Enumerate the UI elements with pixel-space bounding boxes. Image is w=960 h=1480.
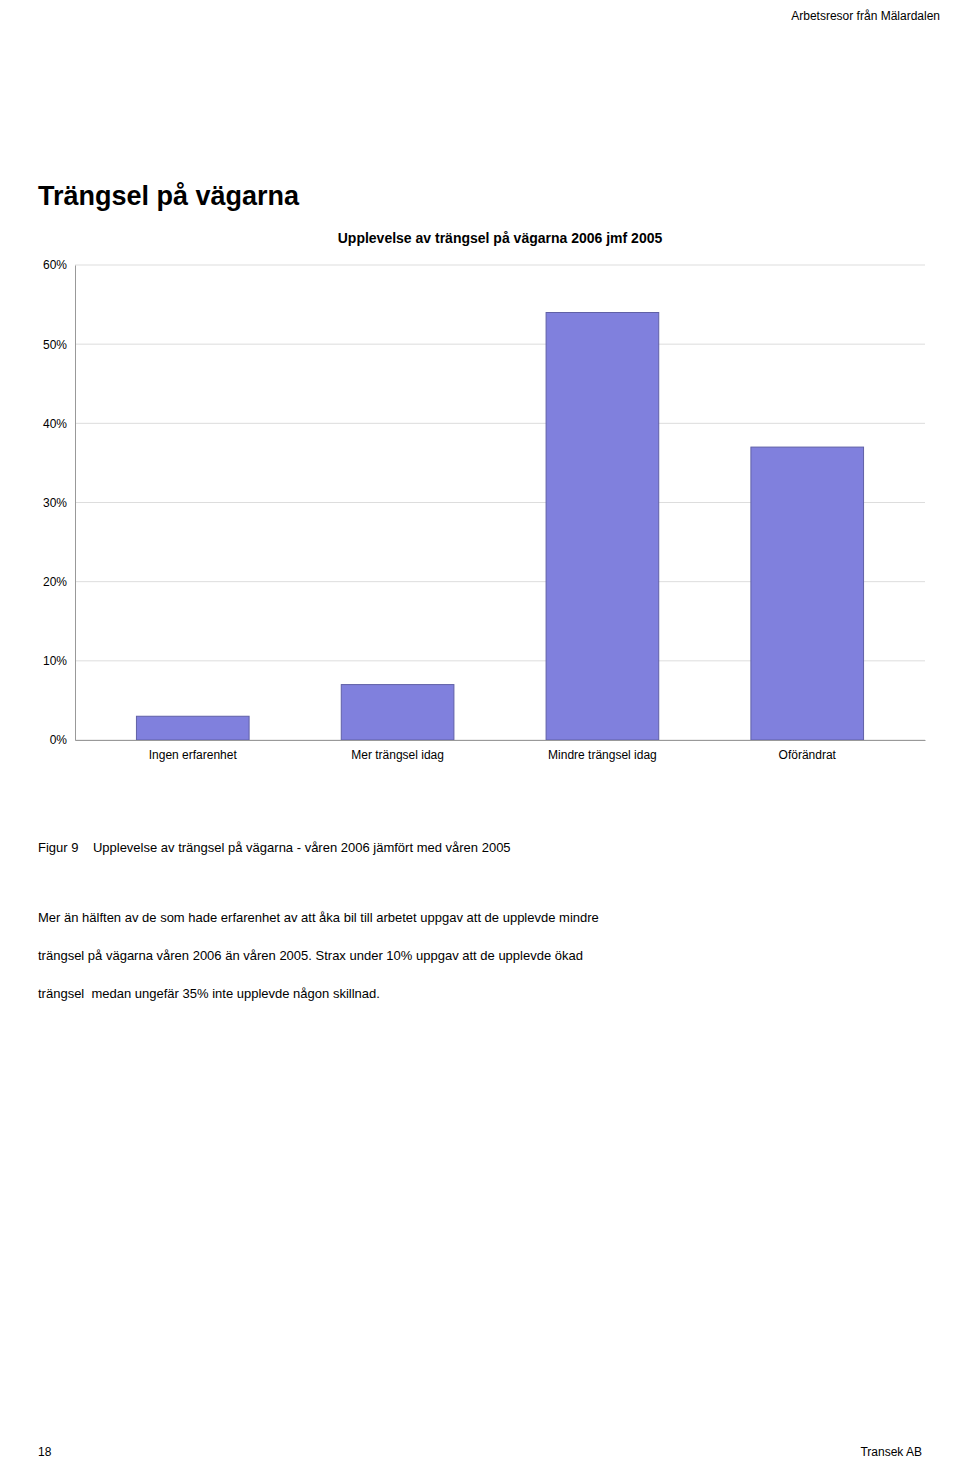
y-tick-label: 20% bbox=[43, 575, 67, 589]
grid-line bbox=[75, 344, 925, 345]
grid-line bbox=[75, 265, 925, 266]
y-tick: 60% bbox=[43, 258, 75, 272]
body-text: Mer än hälften av de som hade erfarenhet… bbox=[38, 910, 599, 925]
y-tick-label: 0% bbox=[50, 733, 68, 747]
y-tick: 50% bbox=[43, 338, 75, 352]
y-tick-label: 30% bbox=[43, 496, 67, 510]
x-tick: Oförändrat bbox=[779, 748, 837, 762]
y-tick-label: 10% bbox=[43, 654, 67, 668]
y-tick: 0% bbox=[50, 733, 75, 747]
x-tick-label: Oförändrat bbox=[779, 748, 837, 762]
bars bbox=[136, 313, 863, 741]
y-tick: 20% bbox=[43, 575, 75, 589]
footer-right: Transek AB bbox=[860, 1445, 922, 1459]
y-tick: 30% bbox=[43, 496, 75, 510]
bar bbox=[341, 685, 454, 740]
y-tick: 40% bbox=[43, 417, 75, 431]
page-title: Trängsel på vägarna bbox=[38, 181, 300, 211]
y-axis: 0% 10% 20% 30% 40% 50% 60% bbox=[43, 258, 76, 747]
y-tick: 10% bbox=[43, 654, 75, 668]
x-axis: Ingen erfarenhet Mer trängsel idag Mindre … bbox=[76, 741, 926, 762]
x-tick-label: Ingen erfarenhet bbox=[149, 748, 238, 762]
header: Arbetsresor från Mälardalen bbox=[791, 9, 940, 23]
grid bbox=[75, 265, 925, 740]
grid-line bbox=[75, 423, 925, 424]
y-tick-label: 60% bbox=[43, 258, 67, 272]
bar bbox=[136, 716, 249, 740]
x-tick-label: Mindre trängsel idag bbox=[548, 748, 657, 762]
bar bbox=[546, 313, 659, 741]
body-text: trängsel på vägarna våren 2006 än våren … bbox=[38, 948, 583, 963]
chart: Upplevelse av trängsel på vägarna 2006 j… bbox=[43, 230, 926, 762]
background bbox=[0, 0, 960, 1480]
bar bbox=[751, 447, 864, 740]
x-axis-line bbox=[76, 740, 926, 741]
chart-title: Upplevelse av trängsel på vägarna 2006 j… bbox=[338, 230, 663, 246]
footer-left: 18 bbox=[38, 1445, 52, 1459]
page: Arbetsresor från Mälardalen Trängsel på v… bbox=[0, 0, 960, 1480]
figure-caption: Figur 9 Upplevelse av trängsel på vägarn… bbox=[38, 840, 511, 855]
body-text: trängsel medan ungefär 35% inte upplevde… bbox=[38, 986, 380, 1001]
y-axis-line bbox=[75, 266, 76, 741]
y-tick-label: 50% bbox=[43, 338, 67, 352]
x-tick: Mer trängsel idag bbox=[351, 748, 444, 762]
x-tick: Mindre trängsel idag bbox=[548, 748, 657, 762]
y-tick-label: 40% bbox=[43, 417, 67, 431]
x-tick-label: Mer trängsel idag bbox=[351, 748, 444, 762]
x-tick: Ingen erfarenhet bbox=[149, 748, 238, 762]
